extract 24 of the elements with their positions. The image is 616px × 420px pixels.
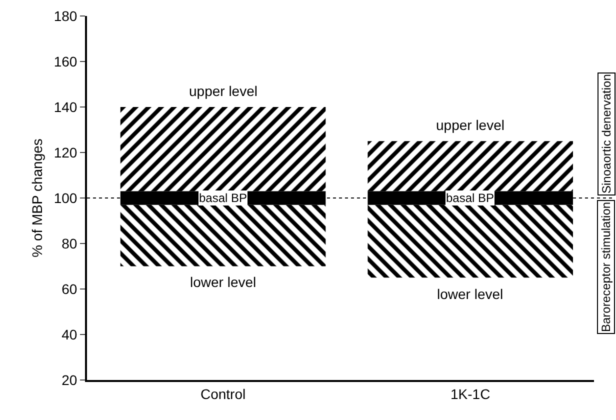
bar	[120, 204, 326, 266]
y-tick-label: 60	[62, 280, 78, 297]
y-tick-label: 140	[54, 98, 78, 115]
y-tick-label: 120	[54, 144, 78, 160]
text: lower level	[437, 286, 504, 302]
annotation: Baroreceptor stimulation	[599, 202, 613, 332]
y-tick-label: 180	[54, 8, 78, 24]
bar	[120, 107, 326, 192]
text: basal BP	[446, 191, 494, 205]
x-tick-label: Control	[200, 386, 246, 402]
series-label: upper level	[189, 83, 258, 99]
y-tick-label: 100	[54, 190, 78, 206]
y-tick-label: 20	[62, 372, 78, 388]
y-tick-label: 80	[62, 235, 78, 252]
y-axis-title: % of MBP changes	[28, 138, 45, 258]
x-tick-label: 1K-1C	[450, 386, 490, 402]
bar	[368, 204, 573, 278]
series-label: basal BP	[199, 191, 248, 205]
bar	[368, 141, 573, 192]
annotation: Sinoaortic denervation	[600, 74, 614, 194]
series-label: lower level	[190, 274, 256, 290]
text: upper level	[436, 117, 504, 133]
y-tick-label: 40	[62, 326, 78, 342]
y-tick-label: 160	[54, 53, 78, 70]
